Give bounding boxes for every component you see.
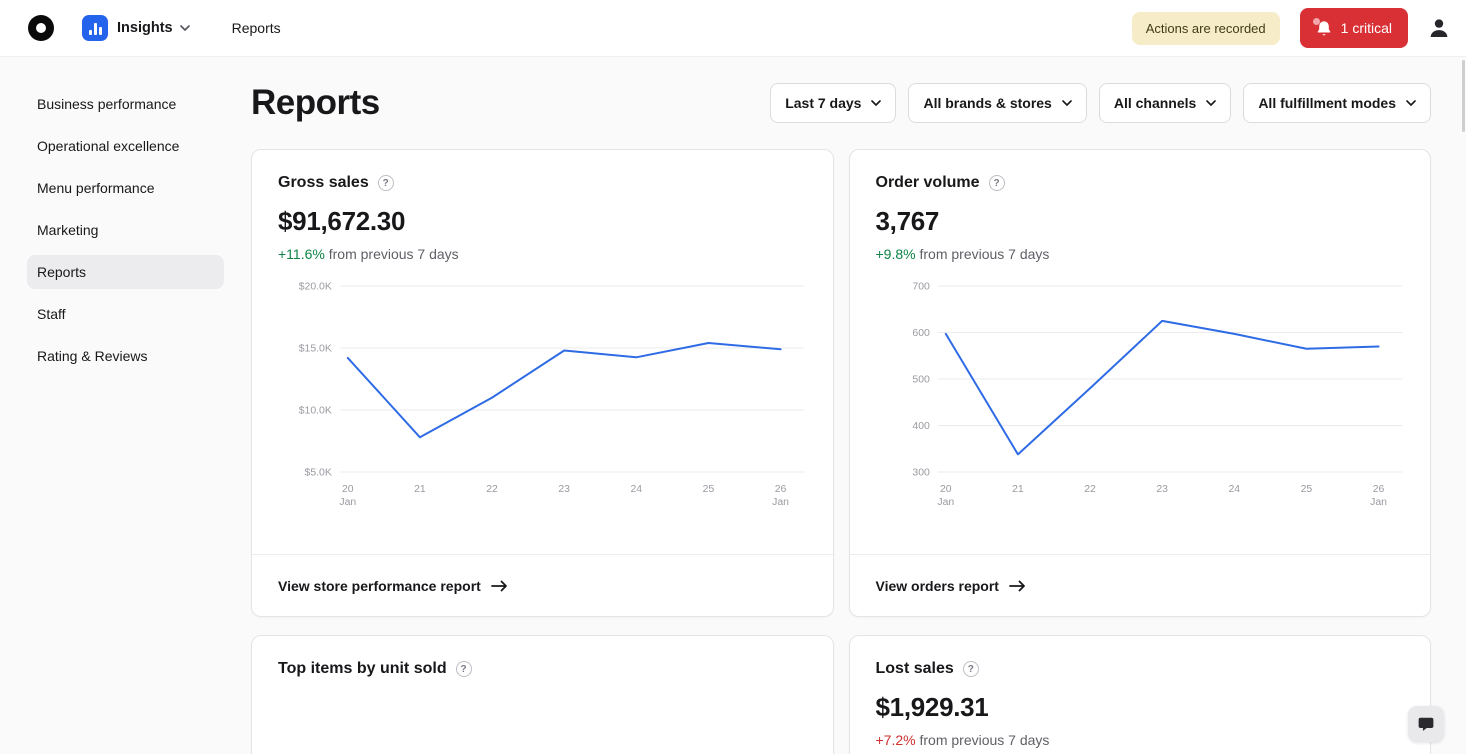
actions-recorded-badge: Actions are recorded — [1131, 11, 1280, 45]
svg-text:21: 21 — [1012, 484, 1024, 495]
svg-text:25: 25 — [703, 484, 715, 495]
topbar: Insights Reports Actions are recorded 1 … — [0, 0, 1466, 57]
view-orders-report-link[interactable]: View orders report — [849, 554, 1430, 616]
gross-sales-change: +11.6% from previous 7 days — [278, 246, 459, 262]
brand-label: Insights — [117, 20, 173, 36]
svg-text:26: 26 — [775, 484, 787, 495]
sidebar-item-operational-excellence[interactable]: Operational excellence — [37, 138, 180, 154]
gross-sales-chart: $5.0K $10.0K $15.0K $20.0K 20 Jan 21 22 23 24 25 26… — [299, 281, 805, 508]
svg-text:300: 300 — [912, 467, 930, 478]
order-volume-change: +9.8% from previous 7 days — [875, 246, 1050, 262]
svg-text:20: 20 — [342, 484, 354, 495]
card-title: Gross sales — [278, 174, 369, 191]
arrow-right-icon — [1009, 580, 1025, 591]
sidebar-item-reports[interactable]: Reports — [27, 255, 224, 289]
order-volume-card: Order volume ? 3,767 +9.8% from previous… — [848, 149, 1431, 617]
arrow-right-icon — [490, 580, 507, 591]
svg-text:23: 23 — [1156, 484, 1168, 495]
lost-sales-change: +7.2% from previous 7 days — [875, 732, 1050, 748]
svg-text:$15.0K: $15.0K — [299, 343, 332, 354]
page-title: Reports — [251, 83, 380, 122]
svg-text:Jan: Jan — [937, 497, 954, 508]
chevron-down-icon — [179, 24, 190, 32]
order-volume-value: 3,767 — [875, 206, 940, 236]
sidebar-item-menu-performance[interactable]: Menu performance — [37, 180, 155, 196]
chevron-down-icon — [1406, 99, 1416, 106]
view-store-performance-report-link[interactable]: View store performance report — [252, 554, 833, 616]
svg-text:26: 26 — [1372, 484, 1384, 495]
chat-bubble-icon — [1418, 717, 1434, 731]
help-icon[interactable]: ? — [455, 661, 472, 677]
chevron-down-icon — [1062, 99, 1072, 106]
svg-text:$20.0K: $20.0K — [299, 281, 332, 292]
svg-text:$10.0K: $10.0K — [299, 405, 332, 416]
gross-sales-card: Gross sales ? $91,672.30 +11.6% from pre… — [251, 149, 834, 617]
sidebar-item-rating-reviews[interactable]: Rating & Reviews — [37, 348, 148, 364]
svg-text:600: 600 — [912, 328, 930, 339]
sidebar-item-business-performance[interactable]: Business performance — [37, 96, 177, 112]
svg-text:700: 700 — [912, 281, 930, 292]
svg-text:500: 500 — [912, 374, 930, 385]
svg-text:Jan: Jan — [772, 497, 789, 508]
help-icon[interactable]: ? — [377, 175, 394, 191]
svg-text:20: 20 — [939, 484, 951, 495]
svg-text:400: 400 — [912, 421, 930, 432]
card-title: Order volume — [875, 174, 980, 191]
svg-text:22: 22 — [486, 484, 498, 495]
svg-text:Jan: Jan — [1370, 497, 1387, 508]
svg-text:25: 25 — [1300, 484, 1312, 495]
chevron-down-icon — [1206, 99, 1217, 106]
sidebar-item-marketing[interactable]: Marketing — [37, 222, 99, 238]
sidebar-item-staff[interactable]: Staff — [37, 306, 66, 322]
card-title: Top items by unit sold — [278, 660, 447, 677]
top-items-card: Top items by unit sold ? — [251, 635, 834, 754]
svg-text:23: 23 — [558, 484, 570, 495]
scrollbar-thumb[interactable] — [1462, 60, 1465, 132]
lost-sales-value: $1,929.31 — [875, 692, 989, 722]
help-icon[interactable]: ? — [988, 175, 1005, 191]
critical-label: 1 critical — [1340, 20, 1392, 36]
channels-filter[interactable]: All channels — [1098, 83, 1232, 123]
user-avatar[interactable] — [1428, 17, 1450, 39]
gross-sales-value: $91,672.30 — [278, 206, 406, 236]
help-icon[interactable]: ? — [962, 661, 979, 677]
svg-text:24: 24 — [1228, 484, 1240, 495]
insights-barchart-icon — [82, 15, 108, 41]
breadcrumb: Reports — [231, 20, 281, 36]
insights-app-switcher[interactable]: Insights — [82, 15, 190, 41]
svg-text:24: 24 — [630, 484, 642, 495]
order-volume-chart: 300 400 500 600 700 20 Jan 21 22 23 24 25 26 Jan — [912, 281, 1403, 508]
sidebar: Business performance Operational excelle… — [0, 57, 251, 754]
svg-text:22: 22 — [1084, 484, 1096, 495]
chevron-down-icon — [871, 99, 882, 106]
date-range-filter[interactable]: Last 7 days — [770, 83, 897, 123]
filter-bar: Last 7 days All brands & stores All chan… — [770, 83, 1431, 123]
brands-stores-filter[interactable]: All brands & stores — [908, 83, 1087, 123]
main-content: Reports Last 7 days All brands & stores … — [251, 57, 1466, 754]
fulfillment-modes-filter[interactable]: All fulfillment modes — [1243, 83, 1431, 123]
svg-text:$5.0K: $5.0K — [305, 467, 332, 478]
bell-icon — [1312, 17, 1332, 37]
svg-text:Jan: Jan — [339, 497, 356, 508]
person-icon — [1430, 19, 1448, 37]
notification-dot — [1312, 17, 1320, 25]
card-title: Lost sales — [875, 660, 954, 677]
svg-text:21: 21 — [414, 484, 426, 495]
critical-alerts-button[interactable]: 1 critical — [1299, 8, 1408, 48]
otter-logo — [28, 15, 54, 41]
lost-sales-card: Lost sales ? $1,929.31 +7.2% from previo… — [848, 635, 1431, 754]
chat-support-button[interactable] — [1408, 706, 1444, 742]
